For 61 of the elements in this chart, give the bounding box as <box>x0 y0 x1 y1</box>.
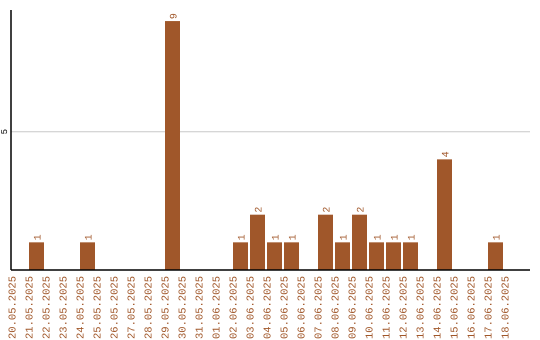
bar <box>165 21 180 270</box>
data-label: 1 <box>390 234 402 240</box>
x-tick-label: 07.06.2025 <box>314 276 326 340</box>
x-tick-label: 02.06.2025 <box>228 276 240 340</box>
y-tick-label: 5 <box>0 129 10 134</box>
bar <box>386 242 401 270</box>
x-tick-label: 30.05.2025 <box>178 276 190 340</box>
bar <box>80 242 95 270</box>
x-tick-label: 15.06.2025 <box>450 276 462 340</box>
bar <box>267 242 282 270</box>
bar <box>250 214 265 270</box>
x-tick-label: 27.05.2025 <box>126 276 138 340</box>
data-label: 1 <box>374 234 384 240</box>
bar <box>29 242 44 270</box>
x-tick-label: 12.06.2025 <box>398 276 410 340</box>
x-tick-label: 08.06.2025 <box>330 276 342 340</box>
x-tick-label: 11.06.2025 <box>382 276 394 340</box>
x-tick-label: 18.06.2025 <box>500 276 512 340</box>
x-tick-label: 26.05.2025 <box>110 276 122 340</box>
bar <box>335 242 350 270</box>
data-label: 2 <box>254 206 266 213</box>
bar <box>352 214 367 270</box>
x-tick-label: 21.05.2025 <box>24 276 36 340</box>
bar <box>437 159 452 270</box>
data-label: 1 <box>408 234 418 240</box>
bar <box>233 242 248 270</box>
bar <box>369 242 384 270</box>
data-label: 1 <box>340 234 350 240</box>
x-tick-label: 13.06.2025 <box>416 276 428 340</box>
x-tick-label: 24.05.2025 <box>76 276 88 340</box>
data-label: 1 <box>272 234 282 240</box>
bar <box>403 242 418 270</box>
bar <box>318 214 333 270</box>
x-tick-label: 06.06.2025 <box>296 276 308 340</box>
x-tick-label: 14.06.2025 <box>432 276 444 340</box>
data-label: 1 <box>34 234 44 240</box>
data-label: 2 <box>322 206 334 213</box>
data-label: 4 <box>442 151 452 158</box>
bar <box>488 242 503 270</box>
x-tick-label: 04.06.2025 <box>262 276 274 340</box>
x-tick-label: 05.06.2025 <box>280 276 292 340</box>
x-tick-label: 28.05.2025 <box>144 276 156 340</box>
x-tick-label: 31.05.2025 <box>194 276 206 340</box>
x-tick-label: 17.06.2025 <box>484 276 496 340</box>
data-label: 1 <box>238 234 248 240</box>
data-label: 1 <box>84 234 96 240</box>
x-tick-label: 16.06.2025 <box>466 276 478 340</box>
data-label: 9 <box>170 13 180 20</box>
x-tick-label: 25.05.2025 <box>92 276 104 340</box>
x-tick-label: 23.05.2025 <box>58 276 70 340</box>
data-label: 1 <box>288 234 300 240</box>
data-label: 2 <box>356 206 368 213</box>
data-label: 1 <box>492 234 504 240</box>
x-tick-label: 01.06.2025 <box>212 276 224 340</box>
x-tick-label: 09.06.2025 <box>348 276 360 340</box>
x-tick-label: 29.05.2025 <box>160 276 172 340</box>
x-tick-label: 22.05.2025 <box>42 276 54 340</box>
x-tick-label: 20.05.2025 <box>8 276 20 340</box>
bar <box>284 242 299 270</box>
x-tick-label: 10.06.2025 <box>364 276 376 340</box>
x-tick-label: 03.06.2025 <box>246 276 258 340</box>
